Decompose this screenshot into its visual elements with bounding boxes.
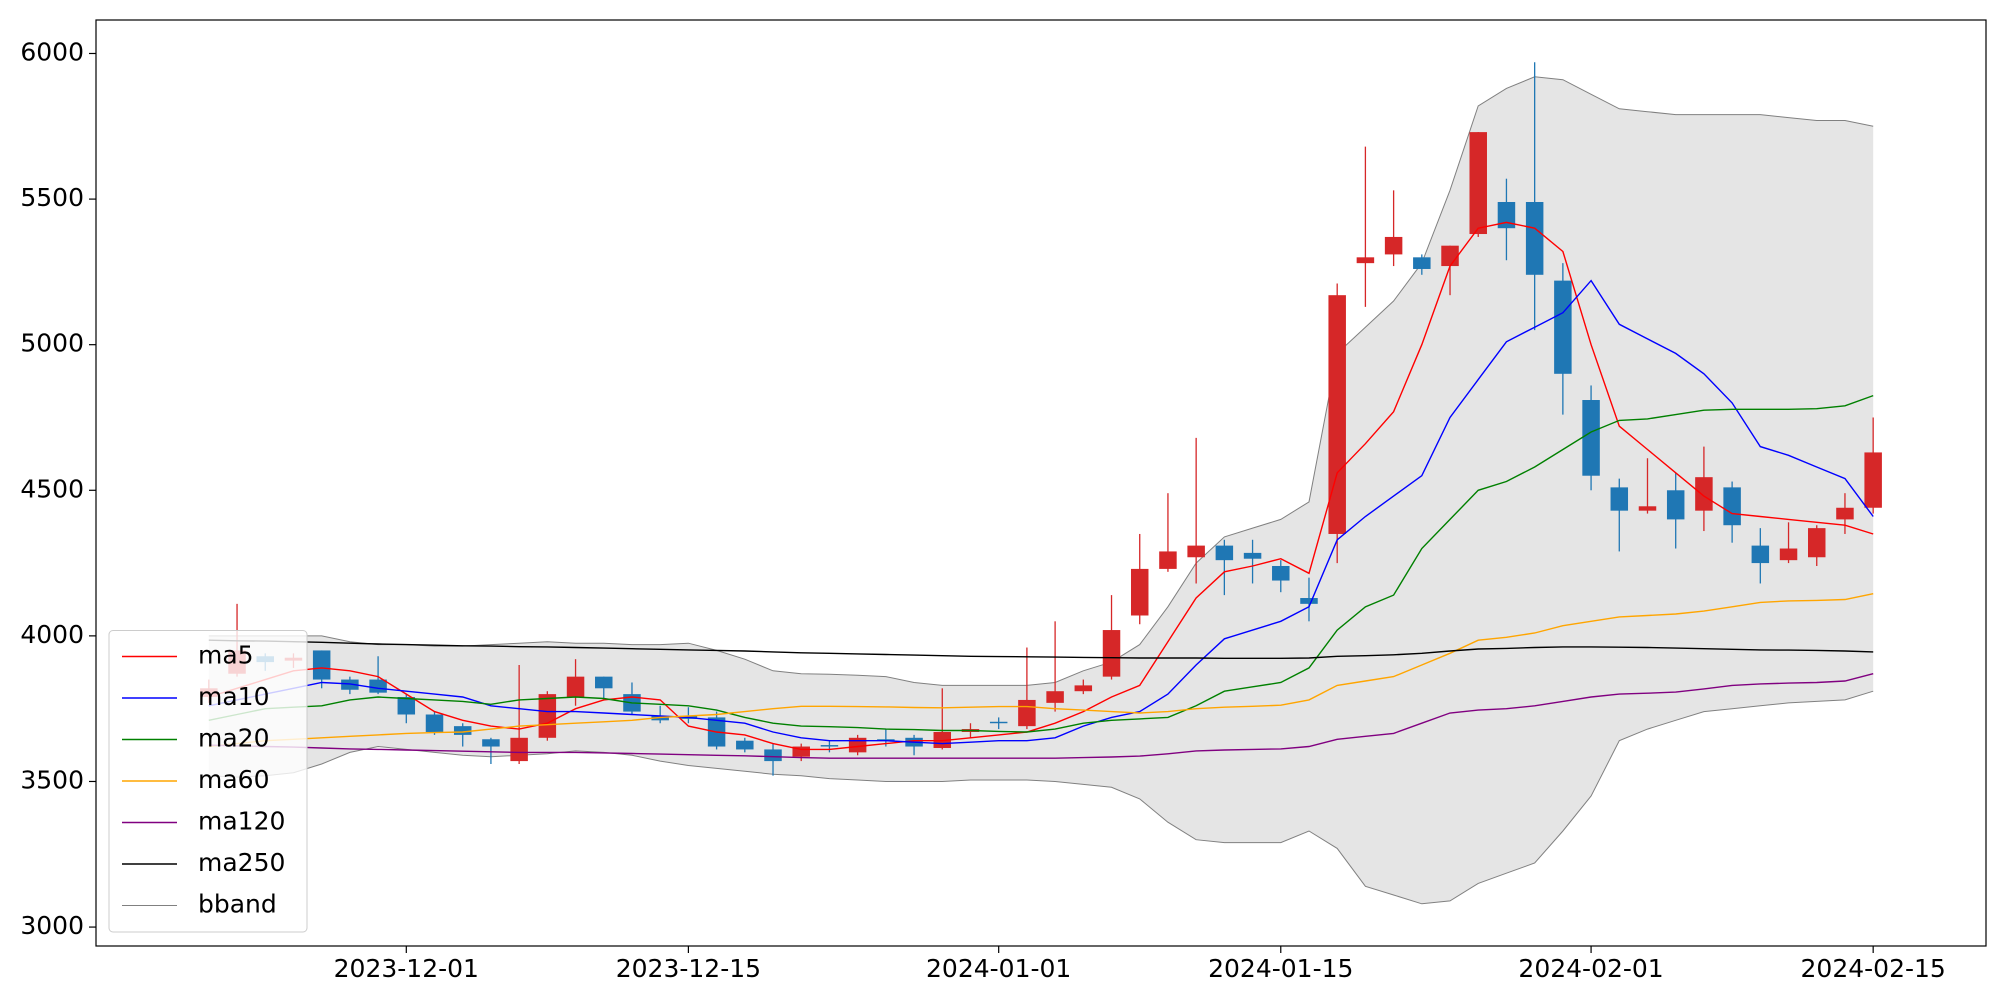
candle-body (1695, 477, 1713, 511)
legend-label: bband (198, 890, 277, 919)
candle-body (1130, 568, 1149, 616)
ma-line (208, 673, 1874, 759)
candle-body (1328, 295, 1346, 534)
candle-body (1610, 487, 1629, 511)
candle-body (1046, 691, 1064, 703)
candle-body (1497, 201, 1516, 229)
candle-body (1751, 545, 1770, 564)
candle-body (312, 650, 331, 680)
candle-body (848, 737, 867, 753)
y-tick-label: 6000 (20, 37, 84, 66)
candle-body (1413, 257, 1431, 269)
plot-frame (95, 19, 1987, 947)
candle-body (538, 694, 557, 738)
candle-body (1159, 551, 1177, 569)
bband-upper (208, 76, 1874, 686)
legend-label: ma60 (198, 765, 269, 794)
legend: ma5 ma10 ma20 ma60 ma120 ma250 bband (108, 630, 308, 933)
candle-body (877, 739, 895, 741)
candle-body (736, 740, 754, 750)
legend-box (108, 630, 308, 933)
candle-body (1074, 685, 1093, 692)
candle-body (510, 737, 528, 762)
candle-body (1723, 487, 1741, 526)
candle-body (1808, 528, 1826, 558)
y-tick-label: 4000 (20, 620, 84, 649)
y-tick-label: 3500 (20, 765, 84, 794)
legend-label: ma5 (198, 641, 254, 670)
candle-body (1272, 565, 1290, 581)
candle-body (1525, 201, 1544, 275)
candle-body (1864, 452, 1882, 508)
x-tick-label: 2023-12-15 (616, 954, 761, 983)
y-tick-label: 3000 (20, 911, 84, 940)
legend-label: ma120 (198, 807, 285, 836)
candle-body (1666, 490, 1685, 520)
candle-body (1469, 132, 1487, 235)
legend-label: ma250 (198, 848, 285, 877)
candle-body (1582, 400, 1600, 476)
candle-body (1356, 257, 1375, 264)
candle-body (1215, 545, 1234, 561)
candle-body (1243, 552, 1262, 559)
candle-body (453, 726, 472, 735)
x-tick-label: 2024-01-01 (926, 954, 1071, 983)
candle-body (1187, 545, 1205, 558)
candle-body (397, 697, 416, 715)
legend-label: ma10 (198, 682, 269, 711)
x-tick-label: 2024-02-01 (1518, 954, 1663, 983)
legend-label: ma20 (198, 724, 269, 753)
candle-body (1836, 507, 1854, 520)
candle-body (1554, 280, 1572, 374)
y-tick-label: 5500 (20, 183, 84, 212)
candle-body (482, 739, 500, 747)
candle-body (989, 721, 1008, 724)
x-tick-label: 2024-02-15 (1801, 954, 1946, 983)
candle-body (1300, 598, 1318, 604)
candle-body (1102, 630, 1121, 677)
candle-body (764, 749, 782, 762)
y-tick-label: 4500 (20, 474, 84, 503)
candle-body (792, 746, 810, 757)
candle-body (566, 676, 585, 698)
ma-line (208, 593, 1874, 748)
candle-body (341, 679, 359, 690)
candle-body (595, 676, 613, 689)
ma-line (208, 639, 1874, 659)
x-tick-label: 2024-01-15 (1208, 954, 1353, 983)
y-tick-label: 5000 (20, 329, 84, 358)
ma-line (208, 394, 1874, 733)
candle-body (1441, 245, 1459, 267)
candle-body (1384, 236, 1403, 255)
candle-body (820, 745, 839, 747)
candle-body (1018, 699, 1036, 727)
candle-body (425, 714, 444, 732)
bband-lower (208, 690, 1874, 905)
ma-line (208, 221, 1874, 751)
candle-body (369, 679, 387, 693)
candle-body (1779, 548, 1798, 561)
x-tick-label: 2023-12-01 (334, 954, 479, 983)
candle-body (1638, 506, 1657, 511)
candle-body (651, 715, 669, 721)
